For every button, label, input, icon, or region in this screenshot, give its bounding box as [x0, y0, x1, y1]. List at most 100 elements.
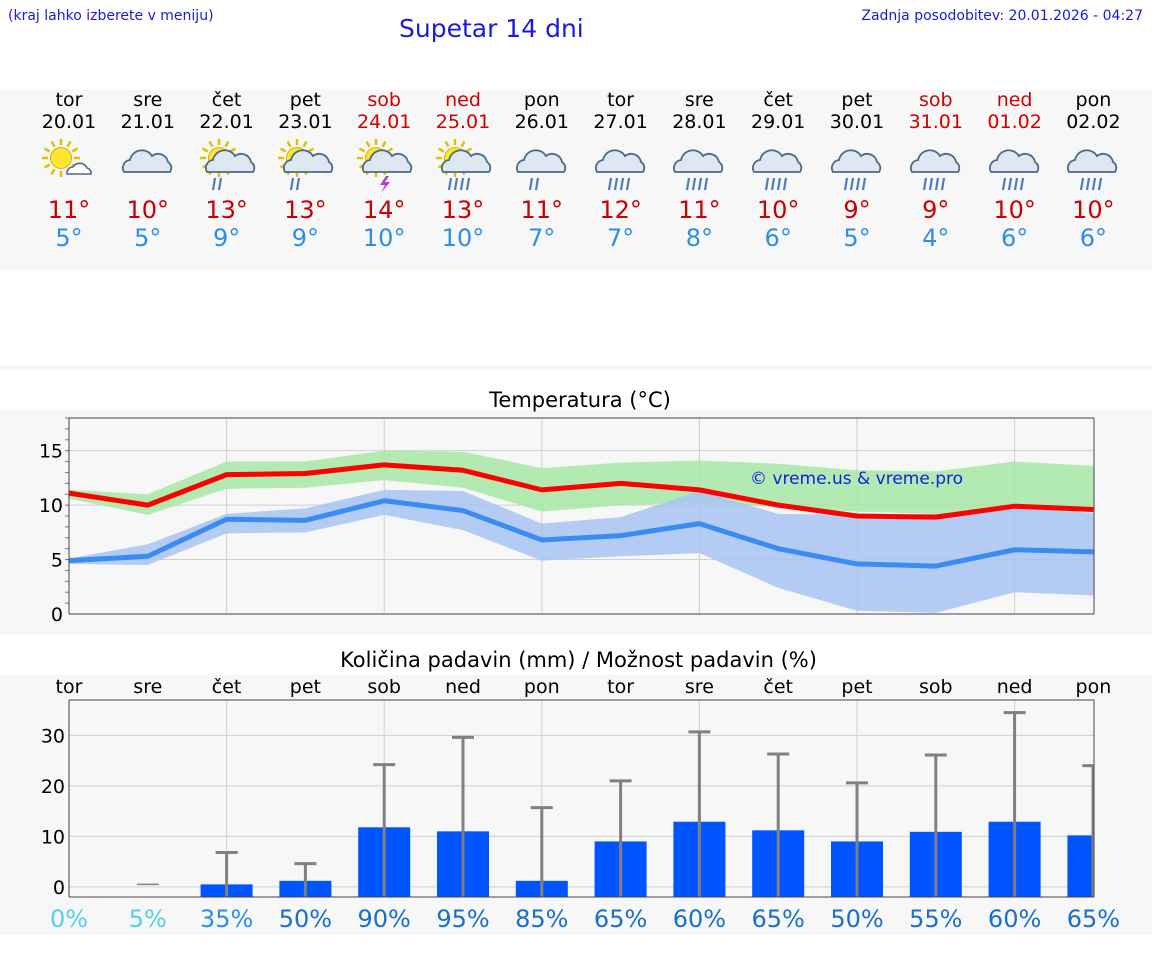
y-tick-label: 20 — [41, 776, 65, 798]
max-temp: 14° — [362, 196, 406, 224]
x-tick-label: čet — [212, 676, 242, 698]
day-date: 29.01 — [750, 111, 806, 133]
cloud-heavy-rain-icon — [1063, 138, 1123, 194]
precip-probability: 50% — [279, 905, 332, 933]
forecast-day: ned 25.01 13° 10° — [423, 89, 503, 252]
day-date: 02.02 — [1066, 111, 1121, 133]
day-name: čet — [211, 89, 242, 111]
forecast-day: pon 02.02 10° 6° — [1053, 89, 1133, 252]
min-temp: 9° — [212, 224, 241, 252]
precip-probability: 50% — [830, 905, 883, 933]
y-tick-label: 10 — [39, 495, 63, 517]
min-temp: 10° — [362, 224, 406, 252]
day-name: ned — [445, 89, 481, 111]
precipitation-bar — [1067, 835, 1094, 897]
x-tick-label: pet — [841, 676, 872, 698]
day-name: sob — [367, 89, 401, 111]
forecast-panel — [0, 90, 1152, 270]
x-tick-label: sob — [367, 676, 401, 698]
x-tick-label: pet — [290, 676, 321, 698]
cloud-heavy-rain-icon — [748, 138, 808, 194]
min-temp: 7° — [606, 224, 635, 252]
x-tick-label: sob — [919, 676, 953, 698]
max-temp-band — [69, 450, 1094, 515]
day-date: 24.01 — [356, 111, 412, 133]
day-name: ned — [996, 89, 1033, 111]
cloud-heavy-rain-icon — [985, 138, 1045, 194]
partly-cloudy-icon — [39, 138, 99, 194]
sun-cloud-rain-icon — [197, 138, 257, 194]
min-temp: 10° — [441, 224, 485, 252]
temperature-chart-title: Temperatura (°C) — [489, 388, 671, 412]
max-temp: 9° — [843, 196, 871, 224]
forecast-day: sre 21.01 10° 5° — [108, 89, 188, 252]
max-temp: 11° — [47, 196, 91, 224]
day-name: tor — [55, 89, 83, 111]
max-temp: 10° — [756, 196, 800, 224]
min-temp-line — [68, 498, 1094, 569]
last-update: Zadnja posodobitev: 20.01.2026 - 04:27 — [861, 8, 1143, 24]
cloud-heavy-rain-icon — [669, 138, 729, 194]
day-name: pon — [523, 89, 560, 111]
max-temp: 13° — [205, 196, 248, 224]
precip-probability: 65% — [594, 905, 647, 933]
precip-probability: 35% — [200, 905, 253, 933]
forecast-day: sre 28.01 11° 8° — [659, 89, 739, 252]
cloud-heavy-rain-icon — [906, 138, 966, 194]
day-date: 25.01 — [435, 111, 491, 133]
day-name: pet — [841, 89, 873, 111]
day-name: pet — [289, 89, 321, 111]
forecast-day: ned 01.02 10° 6° — [975, 89, 1055, 252]
cloudy-icon — [118, 138, 178, 194]
precipitation-chart-title: Količina padavin (mm) / Možnost padavin … — [340, 648, 817, 672]
forecast-day: pet 23.01 13° 9° — [265, 89, 345, 252]
x-tick-label: pon — [524, 676, 560, 698]
max-temp: 13° — [441, 196, 485, 224]
day-name: čet — [763, 89, 793, 111]
y-tick-label: 10 — [41, 826, 65, 848]
precip-probability: 65% — [1067, 905, 1120, 933]
precip-probability: 60% — [988, 905, 1041, 933]
precip-probability: 55% — [909, 905, 962, 933]
divider — [0, 365, 1152, 370]
x-tick-label: pon — [1076, 676, 1112, 698]
min-temp: 6° — [1079, 224, 1108, 252]
min-temp: 5° — [55, 224, 83, 252]
day-date: 20.01 — [41, 111, 97, 133]
max-temp: 10° — [1072, 196, 1115, 224]
day-name: sre — [133, 89, 163, 111]
min-temp: 8° — [685, 224, 714, 252]
x-tick-label: ned — [445, 676, 481, 698]
forecast-day: čet 22.01 13° 9° — [187, 89, 267, 252]
x-tick-label: tor — [607, 676, 634, 698]
cloud-heavy-rain-icon — [591, 138, 651, 194]
day-date: 31.01 — [908, 111, 963, 133]
precip-probability: 85% — [515, 905, 568, 933]
y-tick-label: 0 — [51, 604, 63, 626]
min-temp: 5° — [843, 224, 871, 252]
forecast-day: čet 29.01 10° 6° — [738, 89, 818, 252]
precip-probability: 5% — [129, 905, 167, 933]
day-name: sre — [684, 89, 714, 111]
y-tick-label: 15 — [39, 441, 63, 463]
precipitation-chart: tor sre čet pet sob ned pon tor sre čet pet sob ned p… — [41, 676, 1120, 933]
forecast-day: tor 27.01 12° 7° — [581, 89, 661, 252]
precip-probability: 95% — [436, 905, 489, 933]
x-tick-label: sre — [133, 676, 162, 698]
day-date: 22.01 — [199, 111, 254, 133]
day-date: 26.01 — [514, 111, 569, 133]
watermark: © vreme.us & vreme.pro — [750, 469, 963, 489]
min-temp: 6° — [1000, 224, 1029, 252]
sun-cloud-rain-icon — [275, 138, 335, 194]
max-temp: 12° — [599, 196, 642, 224]
min-temp-band — [69, 489, 1094, 613]
page-title: Supetar 14 dni — [399, 14, 584, 43]
max-temp: 10° — [126, 196, 170, 224]
day-date: 30.01 — [829, 111, 885, 133]
y-tick-label: 5 — [51, 550, 63, 572]
sun-cloud-heavy-rain-icon — [433, 138, 493, 194]
x-tick-label: tor — [56, 676, 83, 698]
min-temp: 7° — [528, 224, 556, 252]
forecast-day: pon 26.01 11° 7° — [502, 89, 582, 252]
day-date: 21.01 — [120, 111, 175, 133]
